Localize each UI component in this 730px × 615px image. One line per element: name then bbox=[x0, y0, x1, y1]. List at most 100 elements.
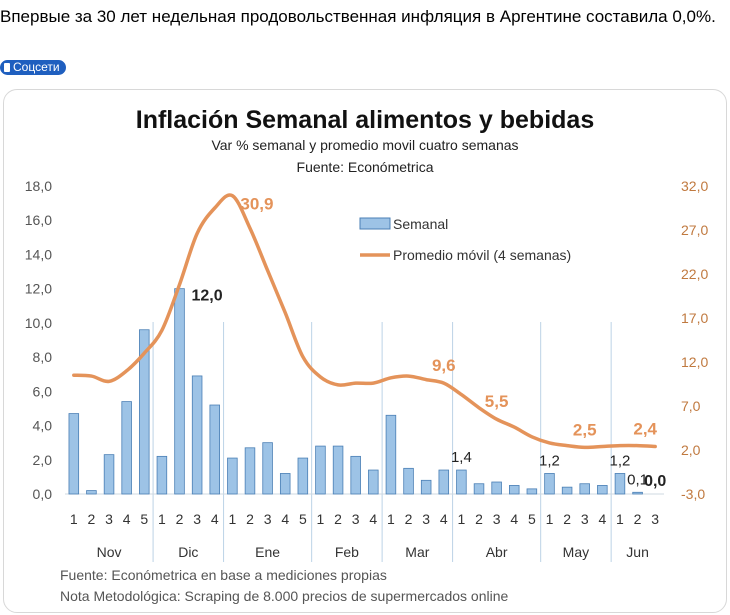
legend-semanal-swatch bbox=[359, 217, 391, 230]
bar bbox=[297, 457, 309, 495]
legend: Semanal Promedio móvil (4 semanas) bbox=[359, 216, 571, 263]
week-tick-label: 3 bbox=[651, 511, 659, 527]
bar bbox=[227, 457, 238, 495]
bar-value-label: 1,2 bbox=[610, 452, 631, 469]
month-label: May bbox=[563, 544, 589, 560]
bar bbox=[632, 491, 643, 495]
footer-nota: Nota Metodológica: Scraping de 8.000 pre… bbox=[60, 588, 508, 604]
week-tick-label: 5 bbox=[299, 511, 307, 527]
bar bbox=[509, 485, 520, 495]
left-tick-label: 0,0 bbox=[33, 486, 53, 502]
left-tick-label: 18,0 bbox=[25, 178, 52, 194]
left-axis: 0,0 2,0 4,0 6,0 8,0 10,0 12,0 14,0 16,0 18,0 bbox=[25, 178, 52, 502]
week-tick-label: 4 bbox=[123, 511, 131, 527]
week-tick-label: 4 bbox=[598, 511, 606, 527]
right-tick-label: 27,0 bbox=[681, 222, 708, 238]
bar-value-label: 0,1 bbox=[627, 471, 648, 488]
week-tick-label: 2 bbox=[176, 511, 184, 527]
bar bbox=[597, 485, 608, 495]
left-tick-label: 8,0 bbox=[33, 349, 53, 365]
bar-value-label: 1,2 bbox=[539, 452, 560, 469]
week-tick-label: 2 bbox=[634, 511, 642, 527]
bar bbox=[456, 469, 467, 495]
right-tick-label: 12,0 bbox=[681, 354, 708, 370]
bar bbox=[491, 481, 502, 495]
tag-label: Соцсети bbox=[13, 60, 60, 74]
bar bbox=[279, 473, 291, 495]
bar bbox=[139, 329, 150, 495]
bar bbox=[209, 404, 220, 495]
left-tick-label: 12,0 bbox=[25, 281, 52, 297]
line-labels: 30,9 9,6 5,5 2,5 2,4 bbox=[240, 195, 657, 440]
right-tick-label: 2,0 bbox=[681, 442, 701, 458]
line-value-label: 2,5 bbox=[573, 420, 597, 439]
bar bbox=[191, 375, 203, 495]
week-tick-label: 3 bbox=[193, 511, 201, 527]
bar bbox=[368, 469, 379, 495]
week-tick-label: 1 bbox=[616, 511, 624, 527]
week-tick-label: 1 bbox=[317, 511, 325, 527]
bar bbox=[86, 490, 97, 495]
month-label: Jun bbox=[626, 544, 649, 560]
bar bbox=[438, 469, 450, 495]
bar bbox=[332, 445, 344, 495]
right-tick-label: 7,0 bbox=[681, 398, 701, 414]
month-label: Nov bbox=[97, 544, 122, 560]
chart-subtitle: Var % semanal y promedio movil cuatro se… bbox=[211, 137, 518, 153]
moving-average-line bbox=[72, 193, 657, 450]
bar bbox=[473, 483, 485, 495]
month-label: Ene bbox=[255, 544, 280, 560]
bar bbox=[244, 447, 256, 495]
week-tick-label: 1 bbox=[158, 511, 166, 527]
week-tick-label: 3 bbox=[422, 511, 430, 527]
bar-value-label: 12,0 bbox=[192, 288, 223, 305]
bar bbox=[156, 455, 168, 495]
month-label: Feb bbox=[335, 544, 359, 560]
week-tick-label: 3 bbox=[105, 511, 113, 527]
line-value-label: 5,5 bbox=[485, 392, 509, 411]
bar bbox=[614, 473, 626, 495]
bar bbox=[174, 288, 185, 495]
week-tick-label: 3 bbox=[264, 511, 272, 527]
line-value-label: 2,4 bbox=[633, 419, 657, 438]
line-value-label: 30,9 bbox=[240, 195, 273, 214]
week-tick-label: 3 bbox=[493, 511, 501, 527]
bar bbox=[544, 473, 555, 495]
chart-title: Inflación Semanal alimentos y bebidas bbox=[136, 106, 594, 134]
week-tick-label: 1 bbox=[70, 511, 78, 527]
legend-promedio-label: Promedio móvil (4 semanas) bbox=[393, 247, 571, 263]
week-tick-label: 2 bbox=[405, 511, 413, 527]
chart: Inflación Semanal alimentos y bebidas Va… bbox=[25, 106, 709, 604]
month-label: Dic bbox=[178, 544, 198, 560]
left-tick-label: 6,0 bbox=[33, 383, 53, 399]
bar-series bbox=[68, 288, 643, 495]
line-value-label: 9,6 bbox=[432, 356, 456, 375]
week-tick-label: 2 bbox=[334, 511, 342, 527]
chart-card: Inflación Semanal alimentos y bebidas Va… bbox=[3, 89, 727, 613]
bar bbox=[262, 442, 273, 495]
week-tick-label: 4 bbox=[510, 511, 518, 527]
bar bbox=[579, 483, 590, 495]
left-tick-label: 4,0 bbox=[33, 418, 53, 434]
legend-semanal-label: Semanal bbox=[393, 216, 448, 232]
week-tick-label: 2 bbox=[88, 511, 96, 527]
week-tick-label: 3 bbox=[581, 511, 589, 527]
bar bbox=[315, 445, 326, 495]
week-tick-label: 4 bbox=[281, 511, 289, 527]
week-tick-label: 1 bbox=[228, 511, 236, 527]
week-tick-label: 4 bbox=[369, 511, 377, 527]
left-tick-label: 10,0 bbox=[25, 315, 52, 331]
week-tick-label: 1 bbox=[387, 511, 395, 527]
bar bbox=[385, 414, 397, 495]
left-tick-label: 2,0 bbox=[33, 452, 53, 468]
bar-value-label: 0,0 bbox=[644, 473, 666, 490]
bar bbox=[420, 479, 432, 495]
bar bbox=[121, 401, 132, 495]
week-tick-label: 1 bbox=[457, 511, 465, 527]
tag-socseti[interactable]: Соцсети bbox=[0, 60, 66, 75]
month-label: Abr bbox=[486, 544, 508, 560]
right-tick-label: 17,0 bbox=[681, 310, 708, 326]
week-tick-label: 4 bbox=[211, 511, 219, 527]
bar-value-label: 1,4 bbox=[451, 449, 472, 466]
week-tick-label: 5 bbox=[140, 511, 148, 527]
